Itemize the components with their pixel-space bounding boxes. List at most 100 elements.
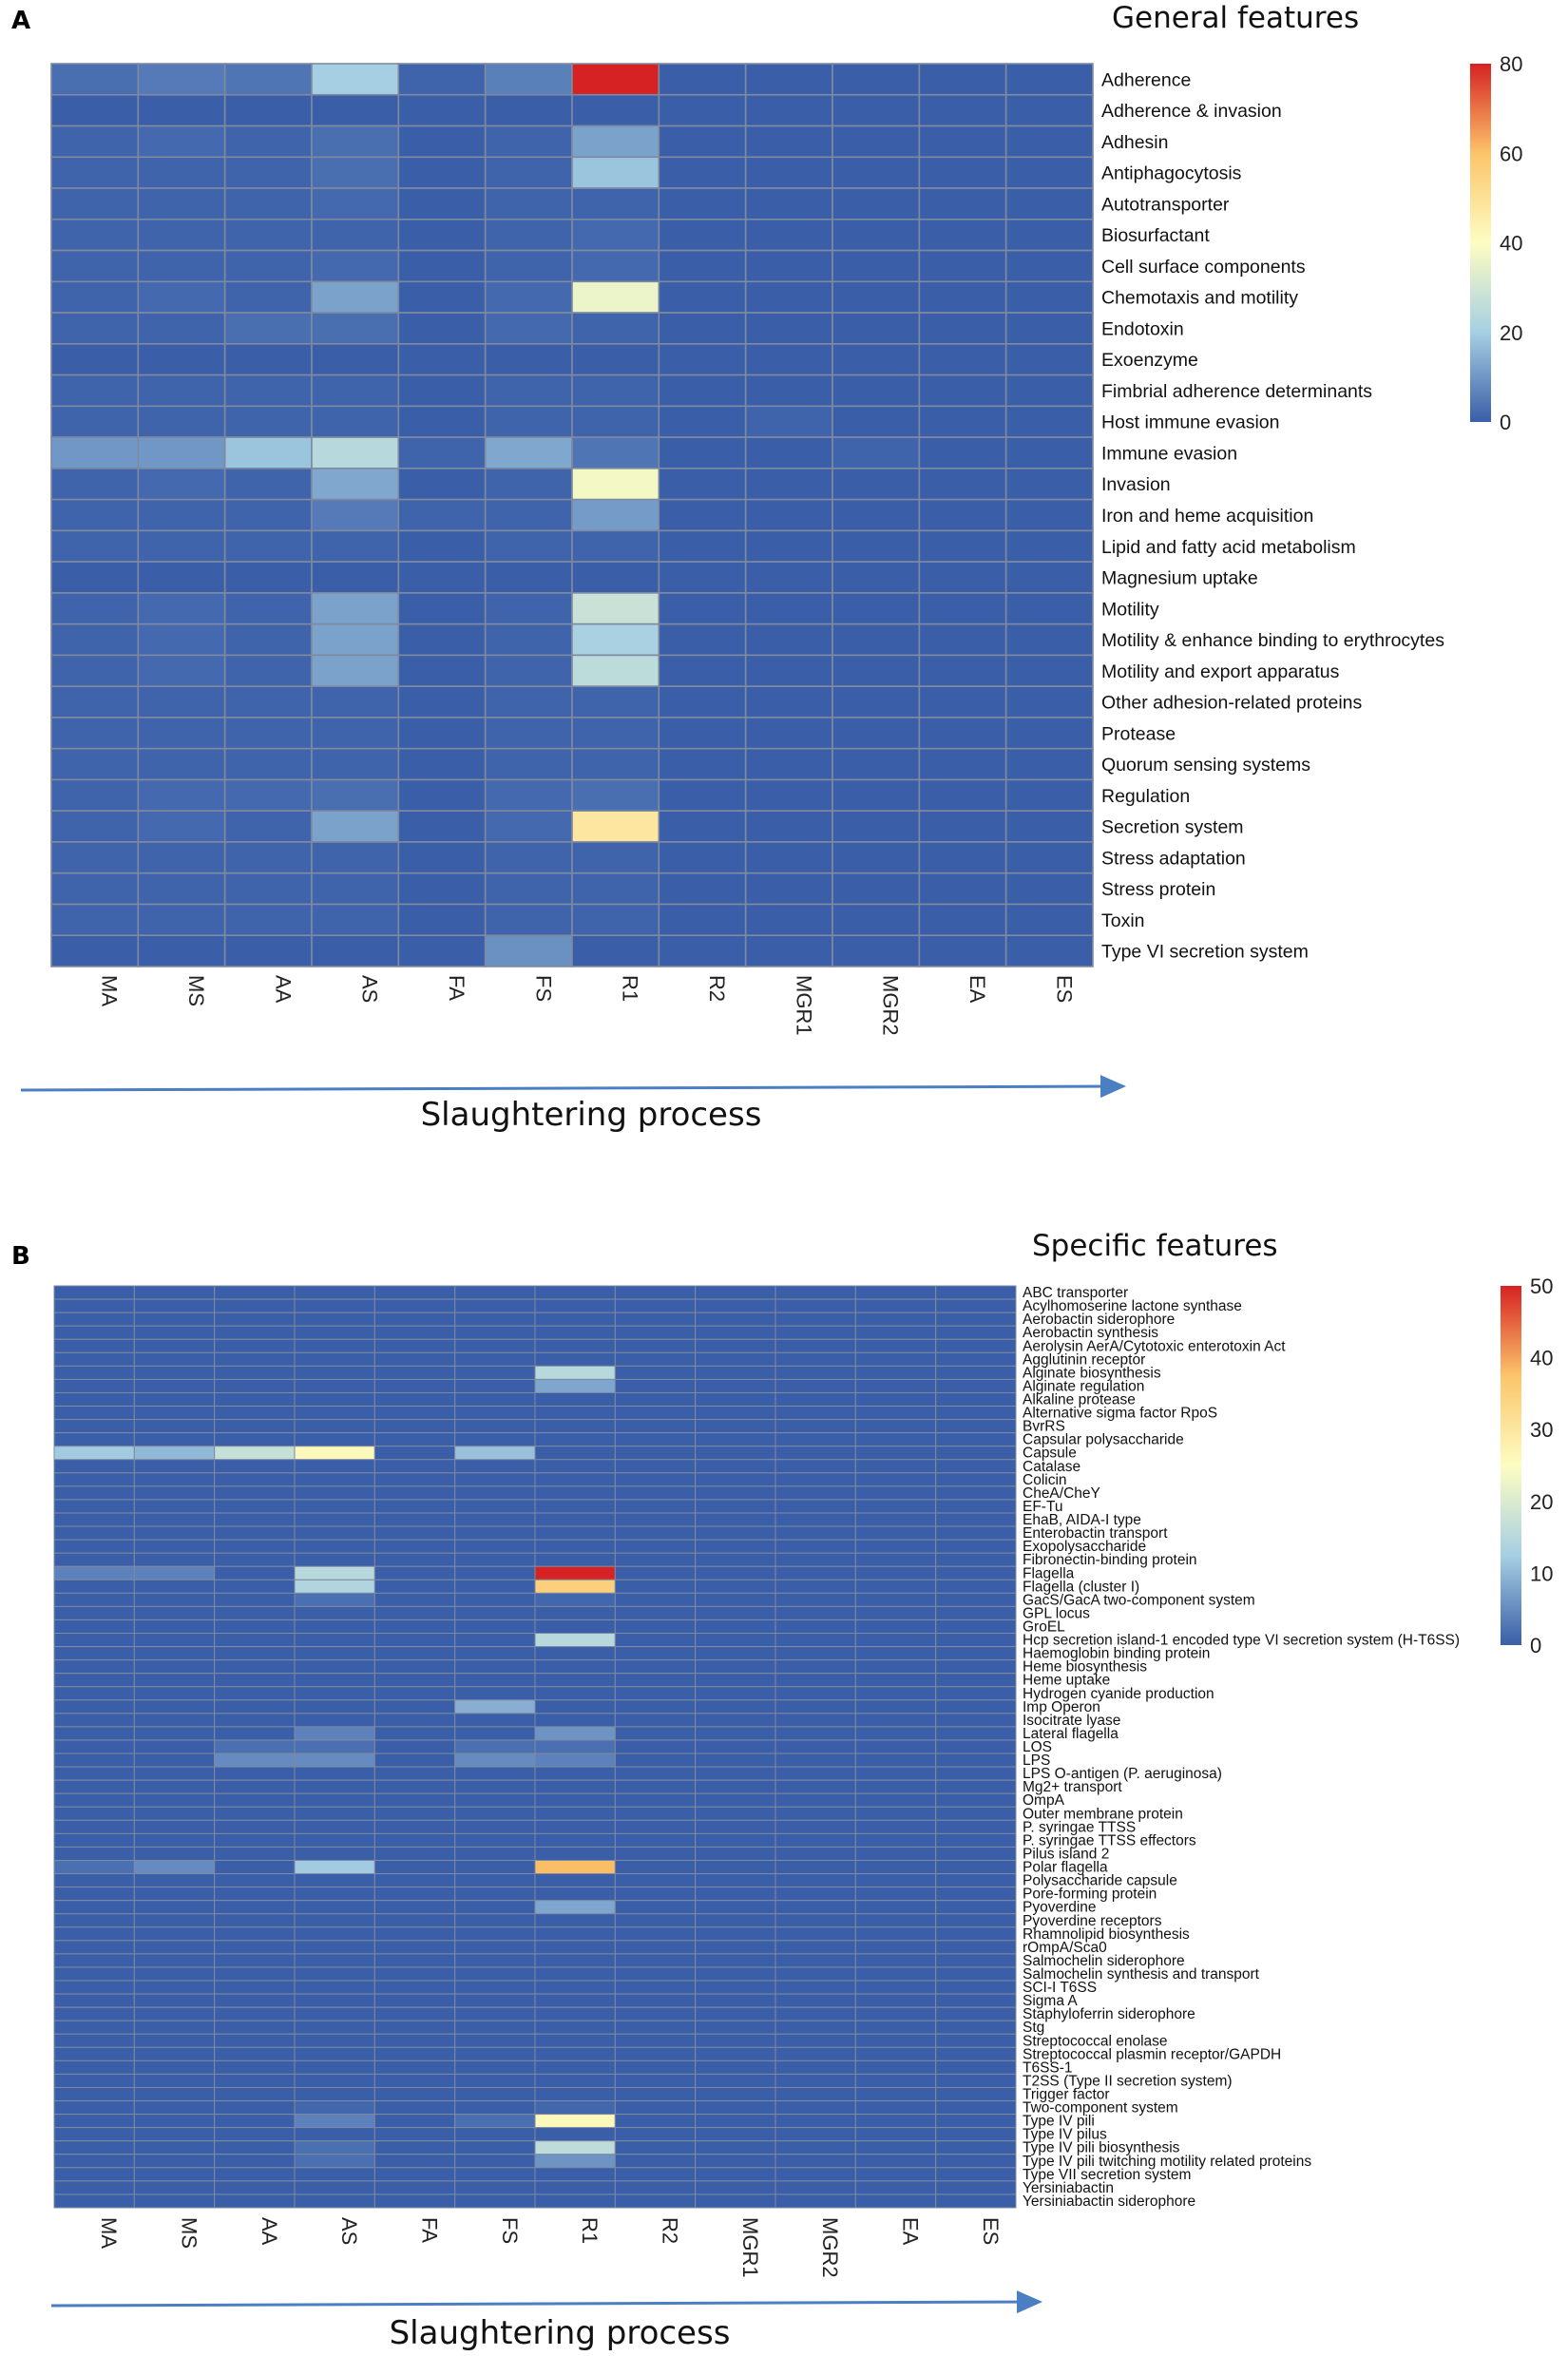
heatmap-cell: [695, 1926, 776, 1942]
heatmap-cell: [854, 1993, 937, 2008]
heatmap-cell: [918, 218, 1007, 252]
heatmap-cell: [133, 1539, 216, 1554]
heatmap-cell: [50, 778, 140, 813]
heatmap-cell: [133, 2006, 216, 2021]
heatmap-cell: [935, 2020, 1017, 2035]
heatmap-cell: [854, 1298, 937, 1313]
heatmap-cell: [133, 1365, 216, 1380]
heatmap-cell: [133, 2059, 216, 2075]
heatmap-cell: [133, 1285, 216, 1300]
heatmap-cell: [695, 2059, 776, 2075]
heatmap-cell: [695, 2193, 776, 2209]
heatmap-cell: [373, 1633, 456, 1648]
heatmap-cell: [133, 1739, 216, 1754]
heatmap-cell: [614, 1966, 697, 1982]
heatmap-cell: [854, 1726, 937, 1741]
heatmap-cell: [614, 1832, 697, 1848]
heatmap-cell: [658, 561, 747, 594]
row-label-groel: GroEL: [1023, 1619, 1065, 1635]
heatmap-cell: [614, 1446, 697, 1461]
heatmap-cell: [50, 63, 140, 96]
heatmap-cell: [373, 2114, 456, 2129]
heatmap-cell: [614, 1953, 697, 1968]
heatmap-cell: [614, 1699, 697, 1714]
heatmap-cell: [854, 1592, 937, 1607]
heatmap-cell: [614, 1378, 697, 1393]
heatmap-cell: [658, 592, 747, 625]
heatmap-cell: [294, 1766, 375, 1781]
heatmap-cell: [454, 1646, 536, 1661]
heatmap-cell: [571, 187, 660, 220]
heatmap-cell: [214, 1900, 296, 1915]
heatmap-cell: [294, 1779, 375, 1794]
panel-b-heatmap: [53, 1285, 1017, 2209]
heatmap-cell: [774, 1512, 856, 1527]
heatmap-cell: [373, 1406, 456, 1421]
heatmap-cell: [133, 1565, 216, 1580]
heatmap-cell: [918, 187, 1007, 220]
heatmap-cell: [53, 1673, 135, 1688]
heatmap-cell: [1004, 280, 1094, 314]
heatmap-cell: [935, 2086, 1017, 2102]
heatmap-cell: [534, 1859, 616, 1875]
heatmap-cell: [133, 1686, 216, 1701]
heatmap-cell: [373, 1832, 456, 1848]
heatmap-cell: [294, 1512, 375, 1527]
heatmap-cell: [50, 249, 140, 283]
heatmap-cell: [137, 623, 226, 657]
heatmap-cell: [918, 810, 1007, 843]
heatmap-cell: [311, 187, 400, 220]
heatmap-cell: [832, 156, 921, 189]
heatmap-cell: [373, 1512, 456, 1527]
heatmap-cell: [1004, 685, 1094, 718]
row-label-exoenzyme: Exoenzyme: [1101, 350, 1198, 371]
heatmap-cell: [214, 1325, 296, 1340]
heatmap-cell: [935, 1686, 1017, 1701]
heatmap-cell: [658, 685, 747, 718]
heatmap-cell: [294, 2073, 375, 2088]
row-label-alkaline-protease: Alkaline protease: [1023, 1391, 1136, 1408]
heatmap-cell: [397, 436, 487, 469]
heatmap-cell: [454, 1713, 536, 1728]
heatmap-cell: [373, 1699, 456, 1714]
heatmap-cell: [614, 1605, 697, 1620]
heatmap-cell: [1004, 561, 1094, 594]
heatmap-cell: [311, 810, 400, 843]
heatmap-cell: [614, 2127, 697, 2142]
heatmap-cell: [50, 623, 140, 657]
heatmap-cell: [774, 1940, 856, 1955]
heatmap-cell: [534, 1552, 616, 1567]
heatmap-cell: [214, 1432, 296, 1447]
heatmap-cell: [658, 468, 747, 501]
heatmap-cell: [53, 1739, 135, 1754]
heatmap-cell: [571, 592, 660, 625]
column-label-aa: AA: [258, 2217, 281, 2246]
heatmap-cell: [373, 1539, 456, 1554]
heatmap-cell: [214, 2127, 296, 2142]
heatmap-cell: [695, 2114, 776, 2129]
heatmap-cell: [484, 717, 573, 750]
heatmap-cell: [534, 1993, 616, 2008]
heatmap-cell: [614, 2167, 697, 2182]
heatmap-cell: [454, 1726, 536, 1741]
heatmap-cell: [1004, 156, 1094, 189]
heatmap-cell: [454, 2193, 536, 2209]
heatmap-cell: [658, 374, 747, 408]
heatmap-cell: [774, 1459, 856, 1474]
heatmap-cell: [571, 778, 660, 813]
heatmap-cell: [133, 1713, 216, 1728]
heatmap-cell: [571, 156, 660, 189]
heatmap-cell: [695, 2006, 776, 2021]
column-label-ms: MS: [178, 2217, 201, 2249]
heatmap-cell: [454, 2180, 536, 2195]
row-label-type-iv-pili-twitching-motility-related-proteins: Type IV pili twitching motility related …: [1023, 2154, 1311, 2170]
heatmap-cell: [294, 2127, 375, 2142]
heatmap-cell: [214, 2059, 296, 2075]
panel-a-process-arrow: [20, 1075, 1126, 1099]
heatmap-cell: [614, 1419, 697, 1434]
row-label-chemotaxis-and-motility: Chemotaxis and motility: [1101, 288, 1298, 309]
heatmap-cell: [373, 2167, 456, 2182]
heatmap-cell: [774, 1859, 856, 1875]
heatmap-cell: [223, 436, 313, 469]
heatmap-cell: [614, 1432, 697, 1447]
